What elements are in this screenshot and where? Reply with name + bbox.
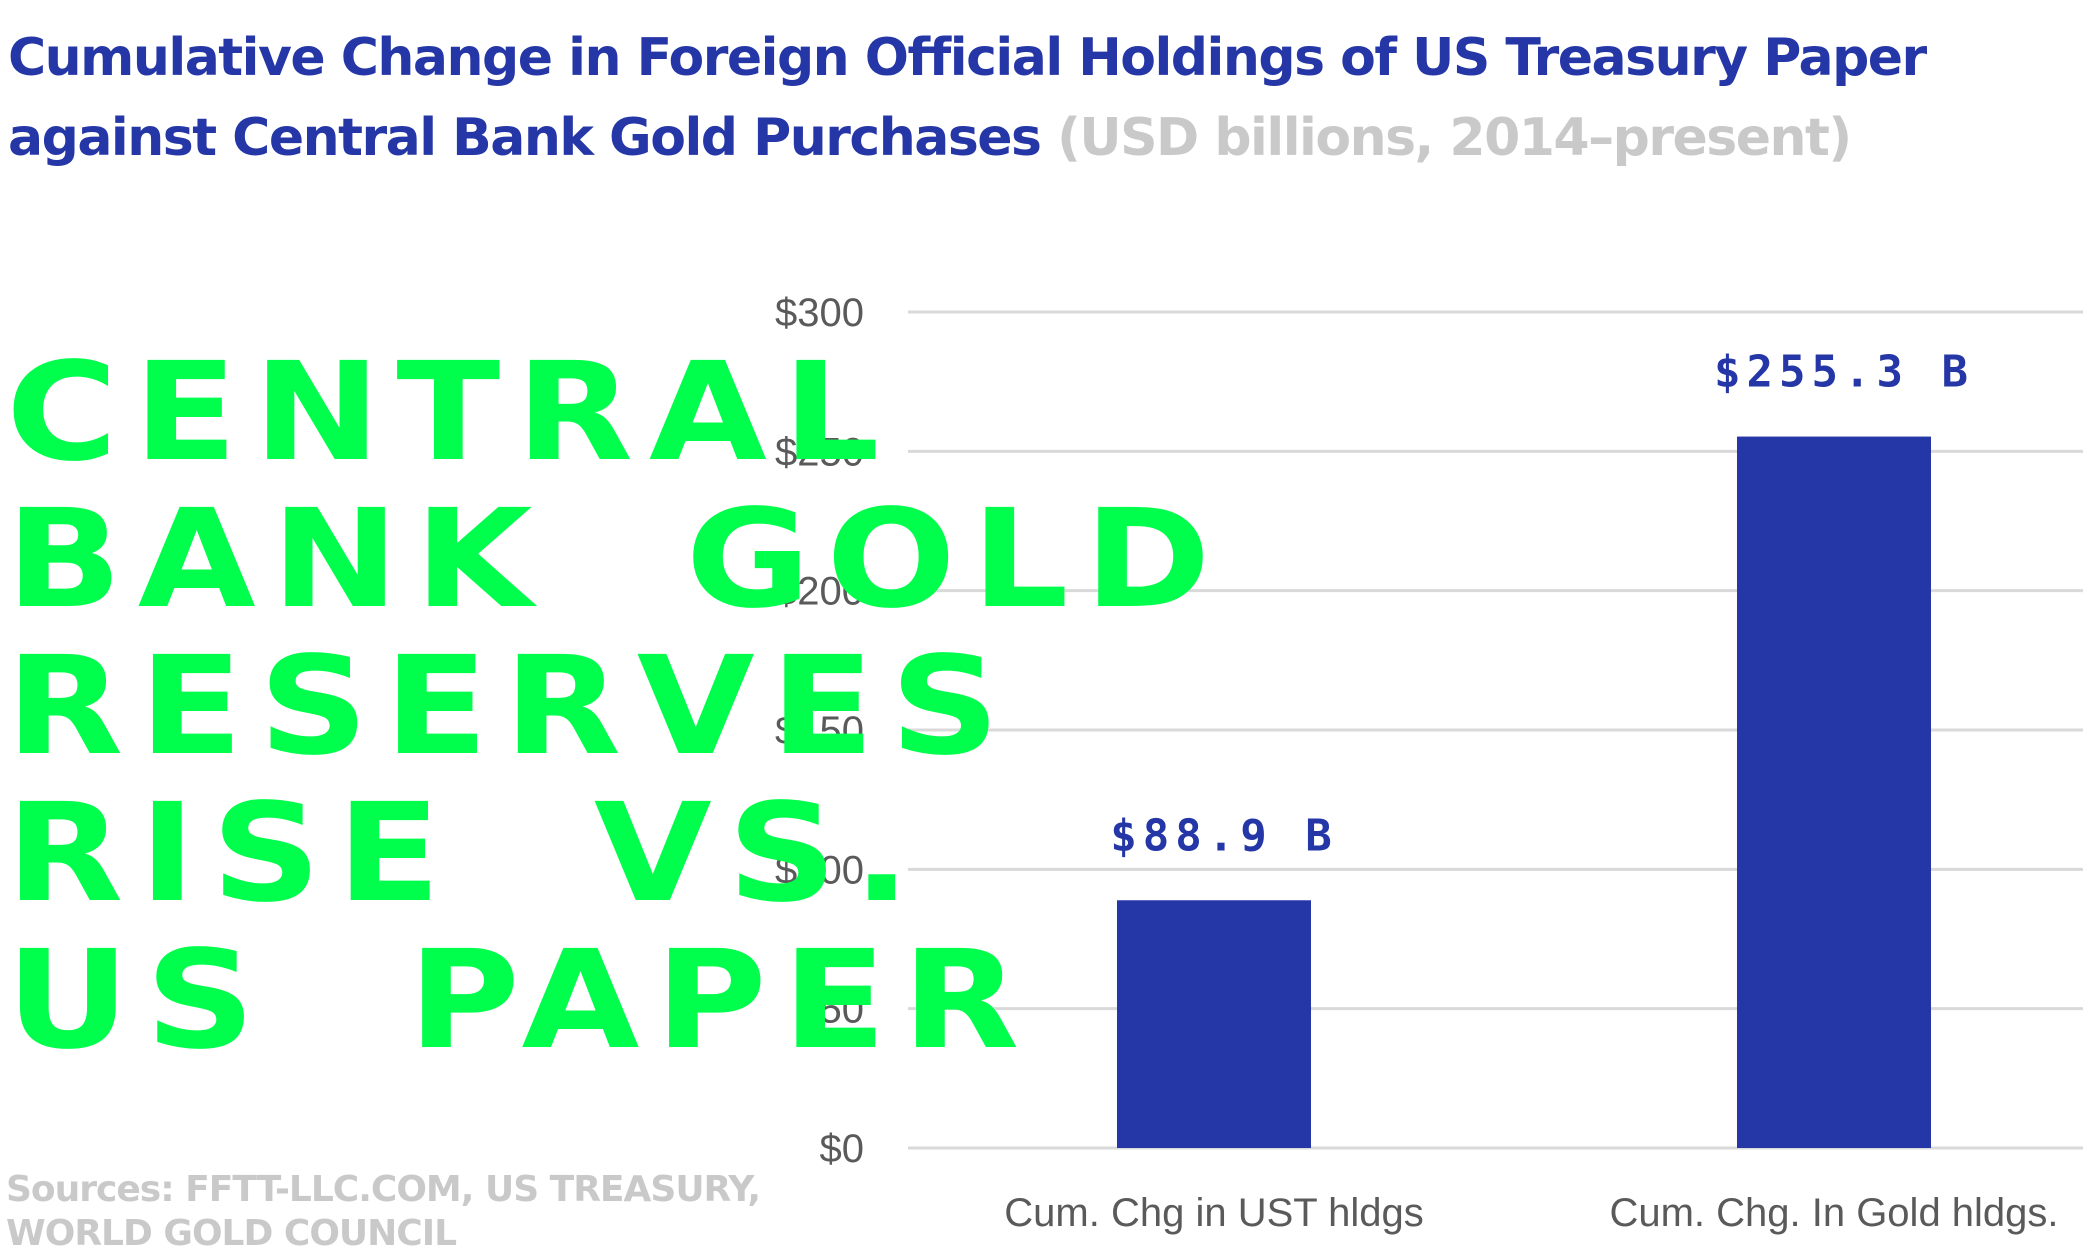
y-tick-label: $300: [775, 291, 864, 335]
sources-line-2: WORLD GOLD COUNCIL: [6, 1213, 457, 1250]
bar-2: [1737, 436, 1931, 1149]
y-tick-label: $250: [775, 430, 864, 474]
y-tick-label: $100: [775, 848, 864, 892]
chart-title-main: Cumulative Change in Foreign Official Ho…: [8, 28, 1927, 168]
chart-title: Cumulative Change in Foreign Official Ho…: [8, 18, 2068, 178]
sources-line-1: Sources: FFTT-LLC.COM, US TREASURY,: [6, 1169, 761, 1210]
category-label-1: Cum. Chg in UST hldgs: [1004, 1191, 1423, 1235]
bars: [1117, 436, 1931, 1149]
y-axis-ticks: $0 $50 $100 $150 $200 $250 $300: [775, 291, 864, 1171]
data-label-1: $88.9 B: [1110, 810, 1337, 861]
y-tick-label: $0: [820, 1127, 865, 1171]
data-label-2: $255.3 B: [1714, 347, 1974, 398]
x-axis-categories: Cum. Chg in UST hldgs Cum. Chg. In Gold h…: [1004, 1191, 2058, 1235]
y-tick-label: $50: [797, 988, 864, 1032]
data-labels: $88.9 B $255.3 B: [1110, 347, 1974, 862]
y-tick-label: $150: [775, 709, 864, 753]
bar-1: [1117, 900, 1311, 1148]
sources-note: Sources: FFTT-LLC.COM, US TREASURY, WORL…: [6, 1168, 761, 1250]
category-label-2: Cum. Chg. In Gold hldgs.: [1609, 1191, 2058, 1235]
chart-subtitle: (USD billions, 2014–present): [1057, 108, 1852, 168]
y-tick-label: $200: [775, 570, 864, 614]
